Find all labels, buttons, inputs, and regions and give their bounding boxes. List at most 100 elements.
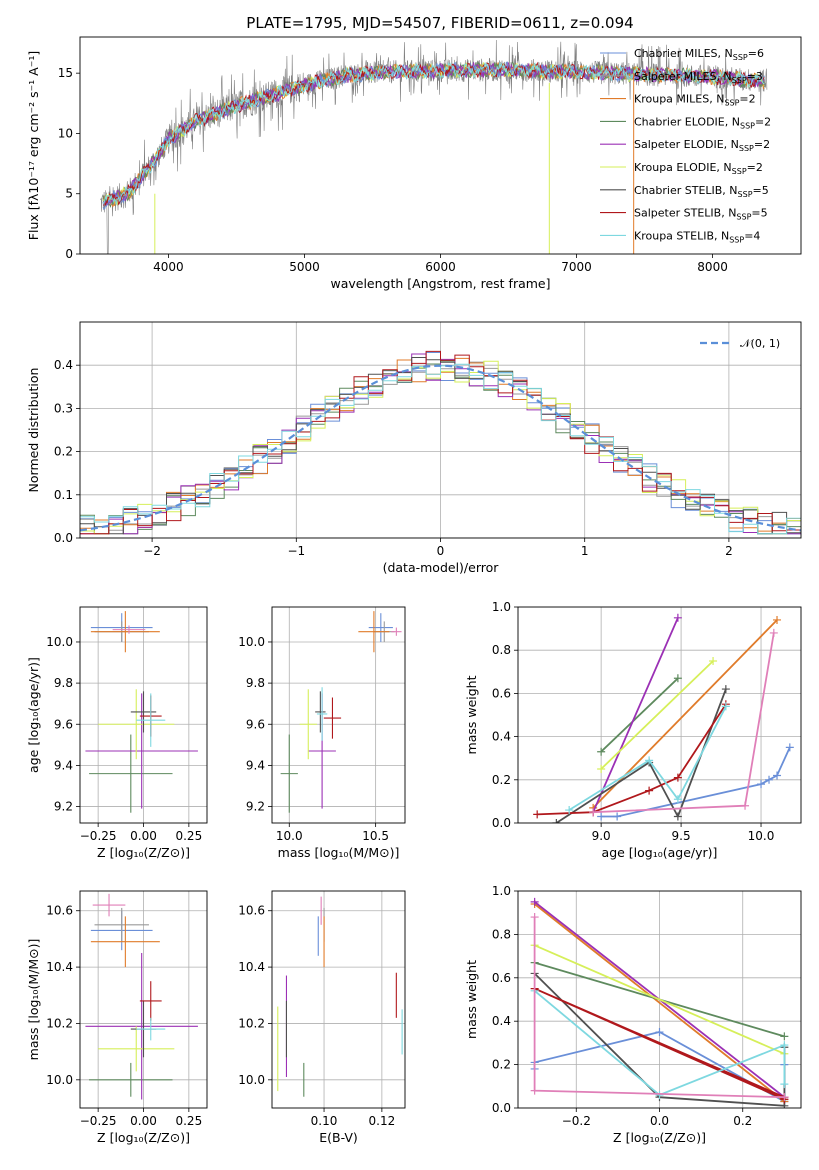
plot-area bbox=[80, 607, 207, 823]
weight-marker bbox=[673, 773, 682, 782]
x-tick-label: 7000 bbox=[561, 260, 592, 274]
weight-marker bbox=[530, 913, 539, 922]
x-tick-label: 6000 bbox=[425, 260, 456, 274]
legend-label: 𝒩(0, 1) bbox=[740, 337, 780, 350]
subplot-spectrum: 4000 5000 6000 7000 8000 0 5 10 15 wavelength [An… bbox=[26, 36, 802, 291]
weight-line-salpeter_elodie bbox=[592, 617, 679, 813]
y-tick-label: 9.4 bbox=[246, 758, 265, 772]
weight-line-kroupa_stelib bbox=[568, 705, 727, 811]
y-tick-label: 10.0 bbox=[238, 635, 265, 649]
errorbar-point-salpeter_elodie bbox=[85, 953, 198, 1100]
x-tick-label: −2 bbox=[143, 544, 161, 558]
x-tick-label: 9.0 bbox=[592, 829, 611, 843]
y-tick-label: 0.1 bbox=[54, 488, 73, 502]
y-tick-label: 10.2 bbox=[238, 1016, 265, 1030]
legend-label: Kroupa STELIB, NSSP=4 bbox=[634, 229, 760, 244]
weight-marker bbox=[780, 1093, 789, 1102]
weight-marker bbox=[773, 771, 782, 780]
x-tick-label: 0.25 bbox=[175, 829, 202, 843]
weight-line-kroupa_stelib bbox=[534, 990, 786, 1097]
x-tick-label: 0.00 bbox=[130, 1114, 157, 1128]
weight-marker bbox=[533, 810, 542, 819]
weight-marker bbox=[673, 674, 682, 683]
y-tick-label: 9.2 bbox=[54, 800, 73, 814]
y-tick-label: 0.2 bbox=[54, 445, 73, 459]
y-tick-label: 0.0 bbox=[492, 816, 511, 830]
y-tick-label: 10.2 bbox=[46, 1016, 73, 1030]
weight-marker bbox=[769, 628, 778, 637]
y-tick-label: 9.6 bbox=[54, 717, 73, 731]
x-tick-label: 5000 bbox=[289, 260, 320, 274]
weight-marker bbox=[721, 702, 730, 711]
errorbar-point-pink bbox=[112, 625, 146, 634]
subplot-age-vs-mass: 10.0 10.5 9.2 9.4 9.6 9.8 10.0 mass [log₁₀(M/M⊙… bbox=[238, 606, 406, 860]
axes-frame bbox=[79, 36, 802, 255]
y-tick-label: 0.2 bbox=[492, 1058, 511, 1072]
errorbar-point-kroupa_elodie bbox=[98, 689, 175, 760]
y-tick-label: 15 bbox=[58, 66, 73, 80]
errorbar-point-kroupa_stelib bbox=[316, 687, 328, 741]
errorbar-point-chabrier_elodie bbox=[89, 734, 173, 813]
weight-marker bbox=[645, 756, 654, 765]
errorbar-point-kroupa_miles bbox=[358, 611, 390, 653]
subplot-massweight-vs-Z: −0.2 0.0 0.2 0.0 0.2 0.4 0.6 0.8 1.0 Z [log₁₀(Z/Z… bbox=[464, 884, 802, 1145]
y-tick-label: 9.4 bbox=[54, 758, 73, 772]
errorbar-point-pink bbox=[92, 893, 126, 917]
y-tick-label: 0.3 bbox=[54, 401, 73, 415]
y-tick-label: 0.2 bbox=[492, 773, 511, 787]
y-axis-label: mass weight bbox=[464, 960, 479, 1039]
weight-marker bbox=[589, 808, 598, 817]
y-tick-label: 0.4 bbox=[492, 1014, 511, 1028]
x-tick-label: 10.5 bbox=[362, 829, 389, 843]
y-tick-label: 1.0 bbox=[492, 884, 511, 898]
weight-marker bbox=[785, 743, 794, 752]
x-tick-label: 0.00 bbox=[130, 829, 157, 843]
figure-title: PLATE=1795, MJD=54507, FIBERID=0611, z=0… bbox=[246, 14, 633, 32]
weight-line-chabrier_elodie bbox=[600, 677, 679, 753]
x-tick-label: 1 bbox=[581, 544, 589, 558]
errorbar-point-salpeter_stelib bbox=[323, 697, 342, 739]
errorbar-point-salpeter_miles bbox=[94, 907, 149, 942]
x-axis-label: mass [log₁₀(M/M⊙)] bbox=[278, 845, 400, 860]
y-axis-label: mass weight bbox=[464, 675, 479, 754]
weight-marker bbox=[673, 795, 682, 804]
y-tick-label: 1.0 bbox=[492, 600, 511, 614]
x-tick-label: 10.0 bbox=[748, 829, 775, 843]
y-tick-label: 10.4 bbox=[238, 960, 265, 974]
x-tick-label: 0.0 bbox=[650, 1114, 669, 1128]
weight-marker bbox=[780, 1041, 789, 1050]
errorbar-point-chabrier_elodie bbox=[280, 734, 298, 813]
errorbar-point-chabrier_stelib bbox=[130, 691, 157, 733]
weight-marker bbox=[741, 801, 750, 810]
x-axis-label: wavelength [Angstrom, rest frame] bbox=[330, 276, 550, 291]
y-tick-label: 0.4 bbox=[54, 358, 73, 372]
x-axis-label: Z [log₁₀(Z/Z⊙)] bbox=[613, 1130, 706, 1145]
x-tick-label: −0.25 bbox=[80, 1114, 117, 1128]
weight-line-kroupa_miles bbox=[534, 903, 785, 1103]
gaussian-curve bbox=[80, 364, 801, 532]
weight-marker bbox=[721, 685, 730, 694]
x-tick-label: −0.25 bbox=[80, 829, 117, 843]
subplot-residual-hist: −2 −1 0 1 2 0.0 0.1 0.2 0.3 0.4 (data-model)/error… bbox=[26, 321, 802, 575]
plot-area bbox=[100, 39, 768, 254]
weight-marker bbox=[530, 897, 539, 906]
weight-marker bbox=[597, 812, 606, 821]
legend-label: Kroupa ELODIE, NSSP=2 bbox=[634, 161, 763, 176]
x-axis-label: (data-model)/error bbox=[383, 560, 500, 575]
y-tick-label: 0.0 bbox=[54, 531, 73, 545]
y-tick-label: 0 bbox=[65, 247, 73, 261]
x-axis-label: E(B-V) bbox=[319, 1130, 358, 1145]
y-tick-label: 0.8 bbox=[492, 927, 511, 941]
y-tick-label: 0.6 bbox=[492, 971, 511, 985]
legend-label: Chabrier ELODIE, NSSP=2 bbox=[634, 115, 771, 130]
y-tick-label: 10 bbox=[58, 126, 73, 140]
y-axis-label: age [log₁₀(age/yr)] bbox=[26, 657, 41, 773]
weight-marker bbox=[780, 1080, 789, 1089]
y-tick-label: 10.4 bbox=[46, 960, 73, 974]
x-tick-label: 0.2 bbox=[733, 1114, 752, 1128]
legend-label: Kroupa MILES, NSSP=2 bbox=[634, 93, 756, 108]
x-tick-label: 0.12 bbox=[369, 1114, 396, 1128]
plot-area bbox=[80, 322, 801, 538]
weight-marker bbox=[552, 819, 561, 823]
axes-frame bbox=[79, 321, 802, 539]
